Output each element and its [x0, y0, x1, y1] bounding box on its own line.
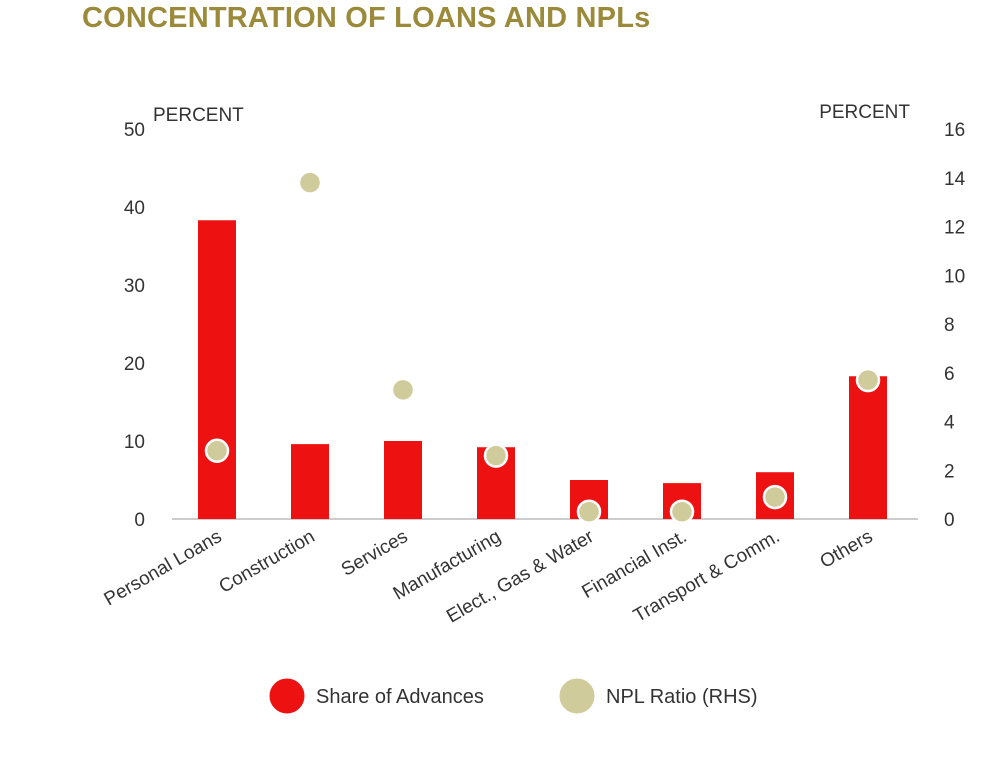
- bar-share-of-advances: [384, 441, 422, 519]
- point-npl-ratio: [390, 377, 416, 403]
- right-axis-unit-label: PERCENT: [819, 102, 910, 123]
- legend-label-share-of-advances: Share of Advances: [316, 686, 484, 708]
- right-tick-label: 2: [944, 461, 955, 482]
- left-axis-unit-label: PERCENT: [153, 105, 244, 126]
- legend-label-npl-ratio: NPL Ratio (RHS): [606, 686, 758, 708]
- right-tick-label: 0: [944, 510, 955, 531]
- bar-share-of-advances: [849, 376, 887, 519]
- left-tick-label: 20: [124, 354, 145, 375]
- right-tick-label: 12: [944, 218, 965, 239]
- left-tick-label: 10: [124, 432, 145, 453]
- point-npl-ratio: [855, 367, 881, 393]
- point-npl-ratio: [483, 443, 509, 468]
- right-tick-label: 16: [944, 120, 965, 141]
- legend-swatch-share-of-advances: [266, 675, 308, 717]
- category-label: Services: [338, 526, 412, 581]
- bar-share-of-advances: [198, 220, 236, 519]
- category-label: Construction: [216, 526, 319, 598]
- point-npl-ratio: [669, 499, 695, 524]
- left-tick-label: 0: [134, 510, 145, 531]
- left-tick-label: 40: [124, 198, 145, 219]
- right-tick-label: 4: [944, 413, 955, 434]
- point-npl-ratio: [204, 438, 230, 463]
- point-npl-ratio: [576, 499, 602, 524]
- point-npl-ratio: [297, 170, 323, 195]
- right-tick-label: 10: [944, 266, 965, 287]
- right-tick-label: 14: [944, 169, 966, 190]
- category-label: Personal Loans: [101, 526, 226, 610]
- point-npl-ratio: [762, 484, 788, 510]
- legend-swatch-npl-ratio: [556, 675, 598, 717]
- right-tick-label: 6: [944, 364, 955, 385]
- bar-share-of-advances: [291, 444, 329, 519]
- right-tick-label: 8: [944, 315, 955, 336]
- chart-title: CONCENTRATION OF LOANS AND NPLs: [82, 2, 651, 34]
- left-tick-label: 30: [124, 276, 145, 297]
- category-label: Others: [817, 526, 877, 573]
- left-tick-label: 50: [124, 120, 145, 141]
